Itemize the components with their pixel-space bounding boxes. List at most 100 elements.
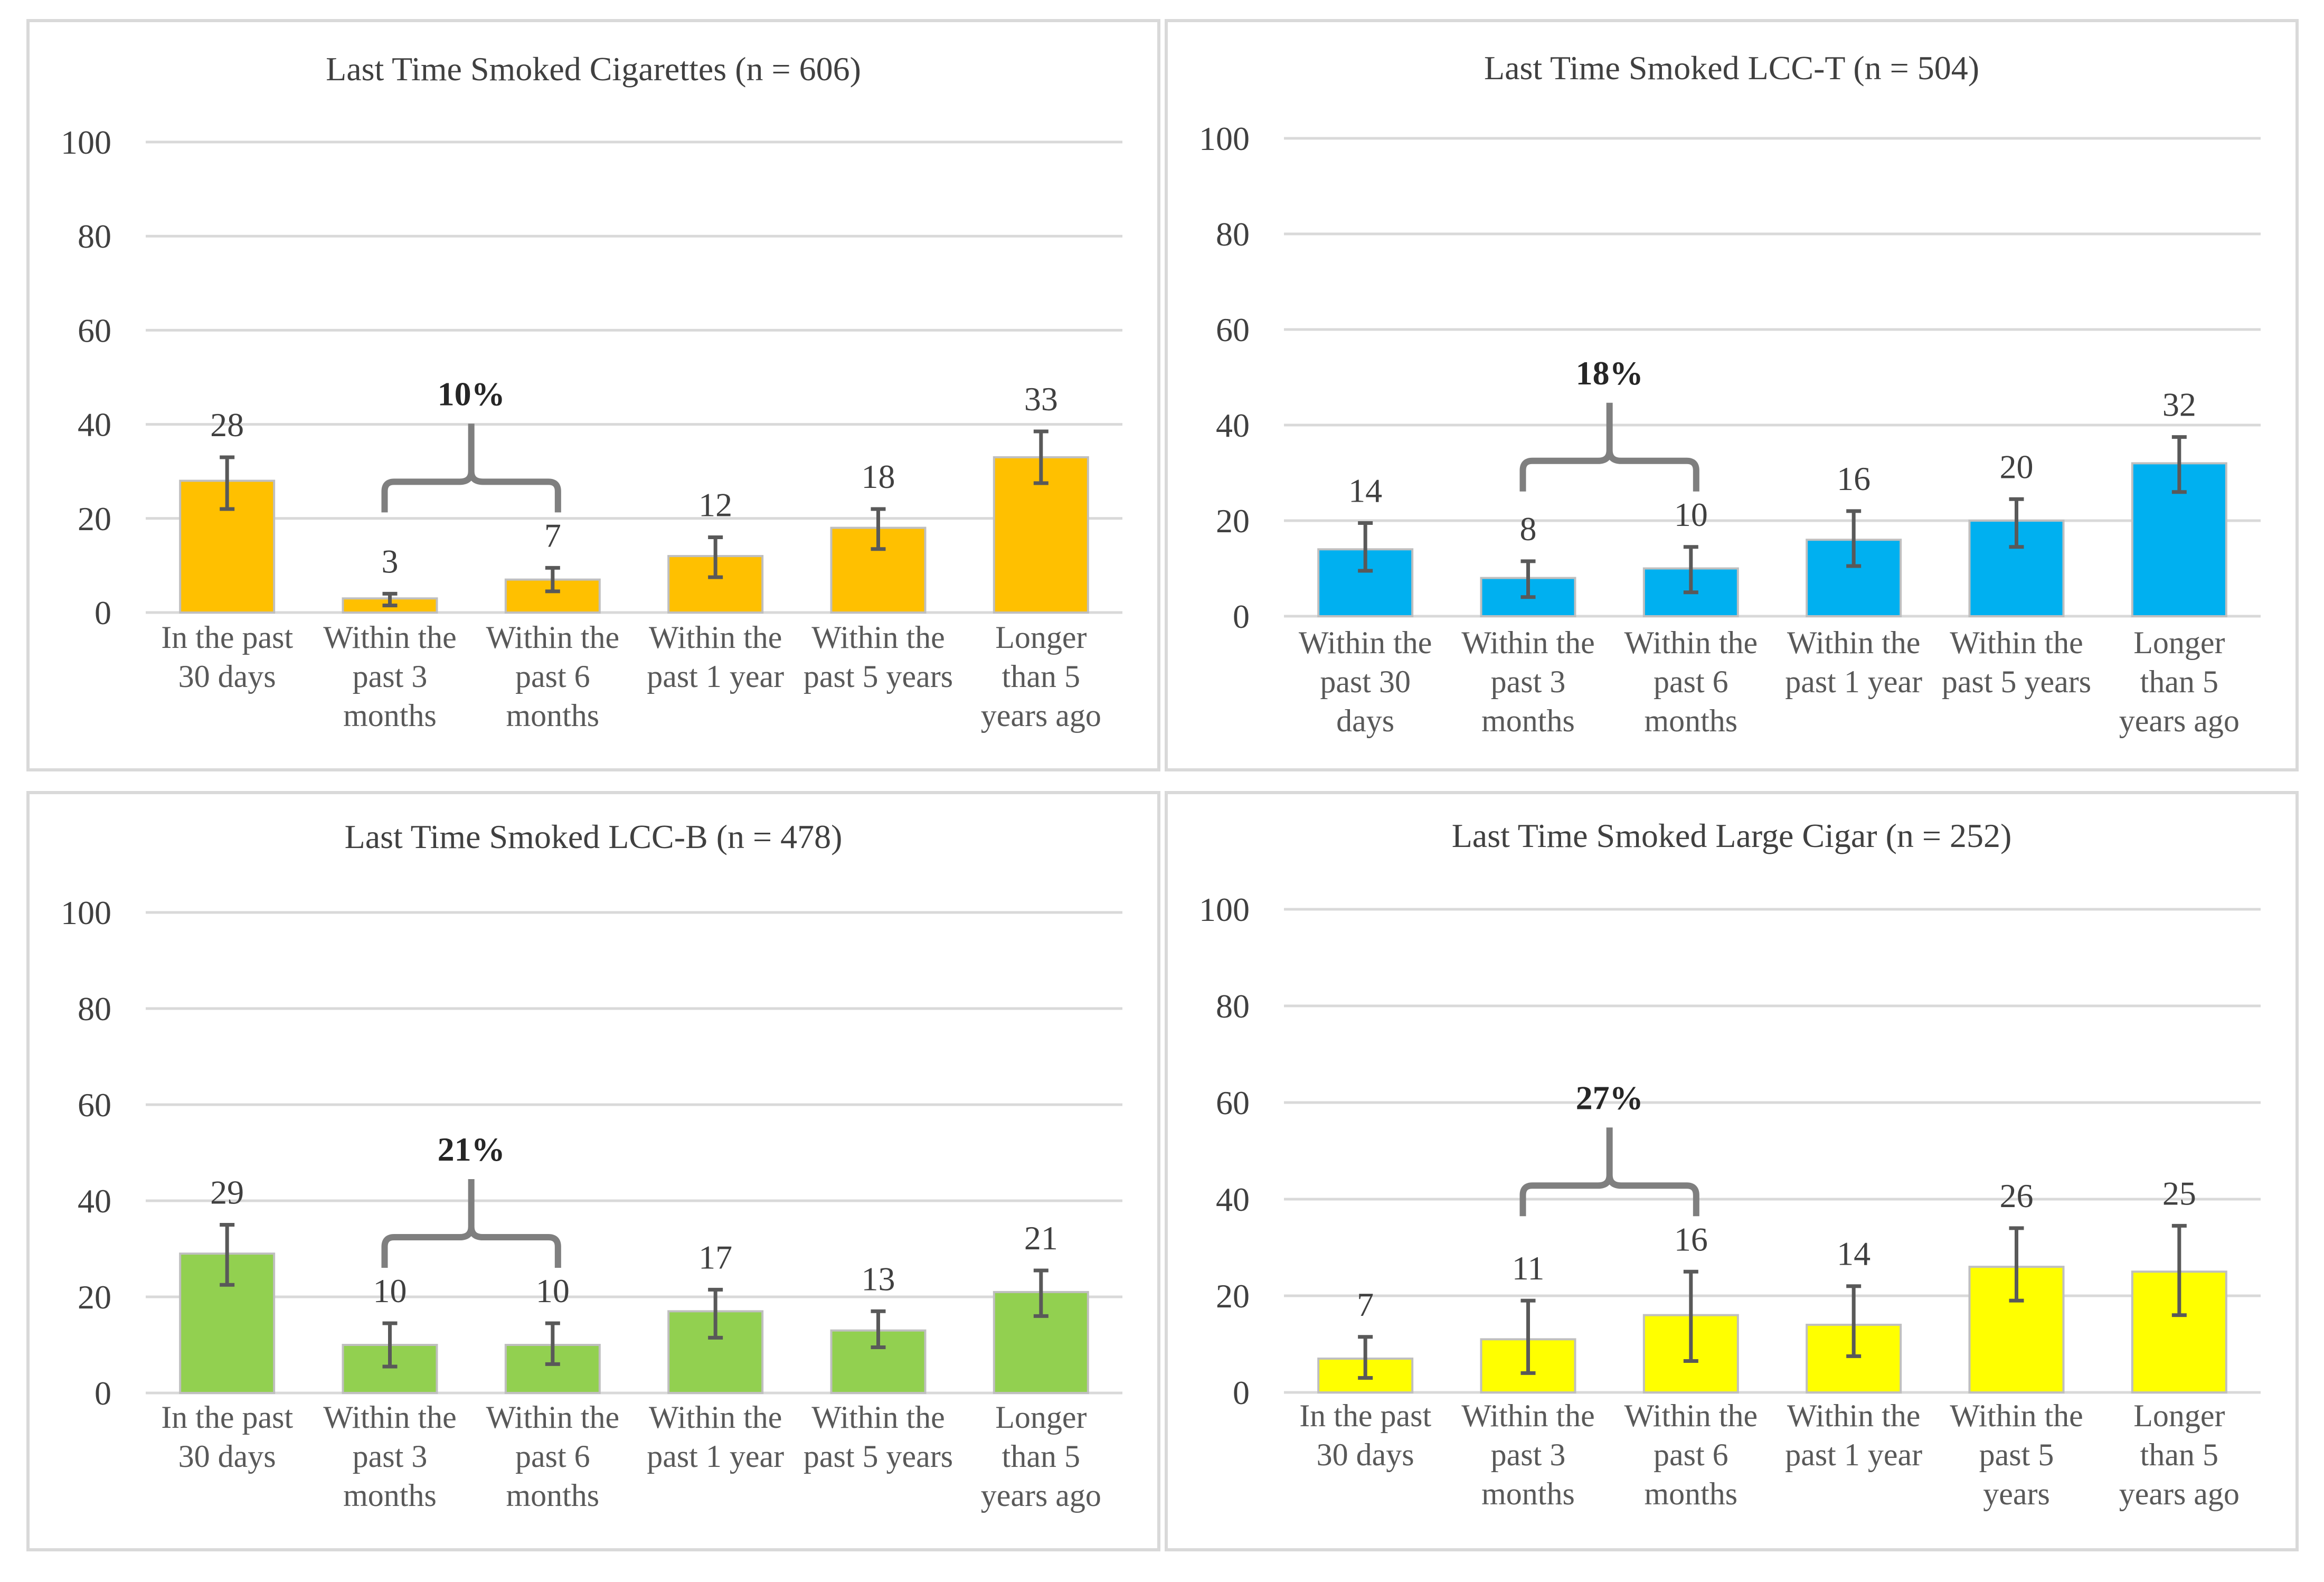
data-label: 12 — [698, 486, 732, 523]
category-label-line: past 5 years — [1942, 664, 2091, 699]
chart-large-cigar: Last Time Smoked Large Cigar (n = 252) 0 2… — [1199, 817, 2261, 1511]
category-label-line: months — [1644, 1476, 1737, 1511]
y-tick-label: 20 — [78, 1278, 111, 1316]
data-label: 7 — [1357, 1286, 1374, 1323]
error-bar — [1683, 545, 1698, 595]
error-bar — [2171, 1223, 2187, 1317]
data-label: 29 — [210, 1174, 244, 1211]
y-tick-label: 80 — [78, 990, 111, 1028]
category-label-line: years — [1983, 1476, 2050, 1511]
data-label: 8 — [1520, 510, 1537, 548]
category-label: Within the past 3 months — [1461, 625, 1595, 738]
chart-panel-lcc-b: Last Time Smoked LCC-B (n = 478) 0 20 40 60 8… — [26, 791, 1160, 1551]
error-bar — [2171, 435, 2187, 494]
chart-cigarettes: Last Time Smoked Cigarettes (n = 606) 0 20… — [61, 50, 1122, 733]
data-label: 10 — [1674, 496, 1708, 533]
category-label-line: Longer — [2133, 1398, 2225, 1433]
category-label: Within the past 3 months — [1461, 1398, 1595, 1511]
category-label-line: Within the — [811, 620, 945, 655]
chart-panel-lcc-t: Last Time Smoked LCC-T (n = 504) 0 20 40 60 8… — [1165, 19, 2299, 771]
category-label-line: months — [343, 1478, 437, 1513]
category-label-line: Longer — [2133, 625, 2225, 660]
error-bar — [1358, 1335, 1373, 1380]
data-label: 26 — [2000, 1177, 2034, 1214]
category-label-line: past 5 years — [804, 1439, 953, 1474]
category-label-line: past 30 — [1320, 664, 1411, 699]
y-tick-label: 100 — [1199, 891, 1250, 928]
category-label-line: Within the — [649, 620, 782, 655]
category-label-line: Within the — [1950, 1398, 2083, 1433]
y-tick-label: 20 — [1216, 502, 1250, 540]
category-label-line: than 5 — [2140, 664, 2218, 699]
data-label: 10 — [536, 1272, 570, 1310]
error-bar — [220, 1223, 235, 1287]
y-tick-label: 80 — [1216, 987, 1250, 1025]
category-label-line: days — [1336, 703, 1394, 738]
category-label-line: than 5 — [1002, 1439, 1080, 1474]
category-label-line: Within the — [1950, 625, 2083, 660]
data-label: 14 — [1837, 1235, 1870, 1273]
category-label-line: past 5 — [1979, 1437, 2054, 1472]
y-tick-label: 100 — [1199, 120, 1250, 157]
category-label-line: Within the — [649, 1400, 782, 1435]
category-label: In the past 30 days — [161, 1400, 293, 1474]
error-bar — [1846, 509, 1862, 568]
category-label-line: Longer — [995, 1400, 1087, 1435]
category-label-line: past 1 year — [1785, 664, 1922, 699]
category-label-line: Within the — [323, 1400, 457, 1435]
category-label-line: months — [343, 698, 437, 733]
category-label-line: 30 days — [178, 1439, 276, 1474]
data-label: 14 — [1348, 472, 1382, 510]
category-label: Longer than 5 years ago — [2119, 1398, 2240, 1511]
category-label-line: past 1 year — [647, 1439, 784, 1474]
category-label-line: Within the — [1461, 1398, 1595, 1433]
category-label: Within the past 6 months — [1624, 625, 1758, 738]
data-label: 33 — [1024, 380, 1058, 418]
error-bar — [708, 535, 723, 579]
category-label-line: past 3 — [353, 659, 428, 694]
y-tick-label: 0 — [1233, 1374, 1250, 1411]
category-label: Within the past 5 years — [1942, 625, 2091, 699]
group-bracket — [1519, 402, 1699, 492]
category-label-line: Longer — [995, 620, 1087, 655]
chart-panel-cigarettes: Last Time Smoked Cigarettes (n = 606) 0 20… — [26, 19, 1160, 771]
error-bar — [545, 1321, 560, 1366]
y-tick-label: 100 — [61, 124, 111, 161]
error-bar — [2009, 497, 2024, 549]
category-label: Within the past 1 year — [647, 1400, 784, 1474]
y-tick-label: 80 — [78, 218, 111, 255]
category-label-line: Within the — [1787, 625, 1921, 660]
y-tick-label: 40 — [78, 1182, 111, 1220]
category-label-line: past 6 — [1654, 664, 1728, 699]
y-tick-label: 100 — [61, 894, 111, 931]
y-tick-label: 0 — [1233, 598, 1250, 635]
y-tick-label: 20 — [78, 500, 111, 538]
category-label-line: than 5 — [2140, 1437, 2218, 1472]
category-label-line: months — [1481, 703, 1575, 738]
category-label-line: Within the — [486, 1400, 620, 1435]
data-label: 21 — [1024, 1219, 1058, 1257]
chart-lcc-t: Last Time Smoked LCC-T (n = 504) 0 20 40 60 8… — [1199, 49, 2261, 738]
error-bar — [545, 566, 560, 594]
data-label: 10 — [373, 1272, 407, 1310]
y-tick-label: 40 — [78, 406, 111, 444]
error-bar — [2009, 1226, 2024, 1303]
group-bracket-label: 10% — [438, 375, 505, 412]
chart-lcc-b: Last Time Smoked LCC-B (n = 478) 0 20 40 60 8… — [61, 818, 1122, 1513]
data-label: 25 — [2162, 1174, 2196, 1212]
group-bracket-label: 21% — [438, 1131, 505, 1168]
category-label-line: months — [1481, 1476, 1575, 1511]
category-label-line: years ago — [2119, 703, 2240, 738]
y-tick-label: 0 — [95, 1374, 111, 1412]
category-label: Within the past 6 months — [486, 620, 620, 733]
y-tick-label: 60 — [78, 312, 111, 349]
chart-panel-large-cigar: Last Time Smoked Large Cigar (n = 252) 0 2… — [1165, 791, 2299, 1551]
error-bar — [871, 507, 886, 551]
category-label: Within the past 1 year — [1785, 625, 1922, 699]
chart-title: Last Time Smoked Large Cigar (n = 252) — [1452, 817, 2012, 854]
category-label-line: In the past — [161, 1400, 293, 1435]
category-label: Within the past 5 years — [1950, 1398, 2083, 1511]
data-label: 7 — [544, 516, 561, 554]
group-bracket — [381, 423, 561, 513]
error-bar — [1846, 1284, 1862, 1358]
